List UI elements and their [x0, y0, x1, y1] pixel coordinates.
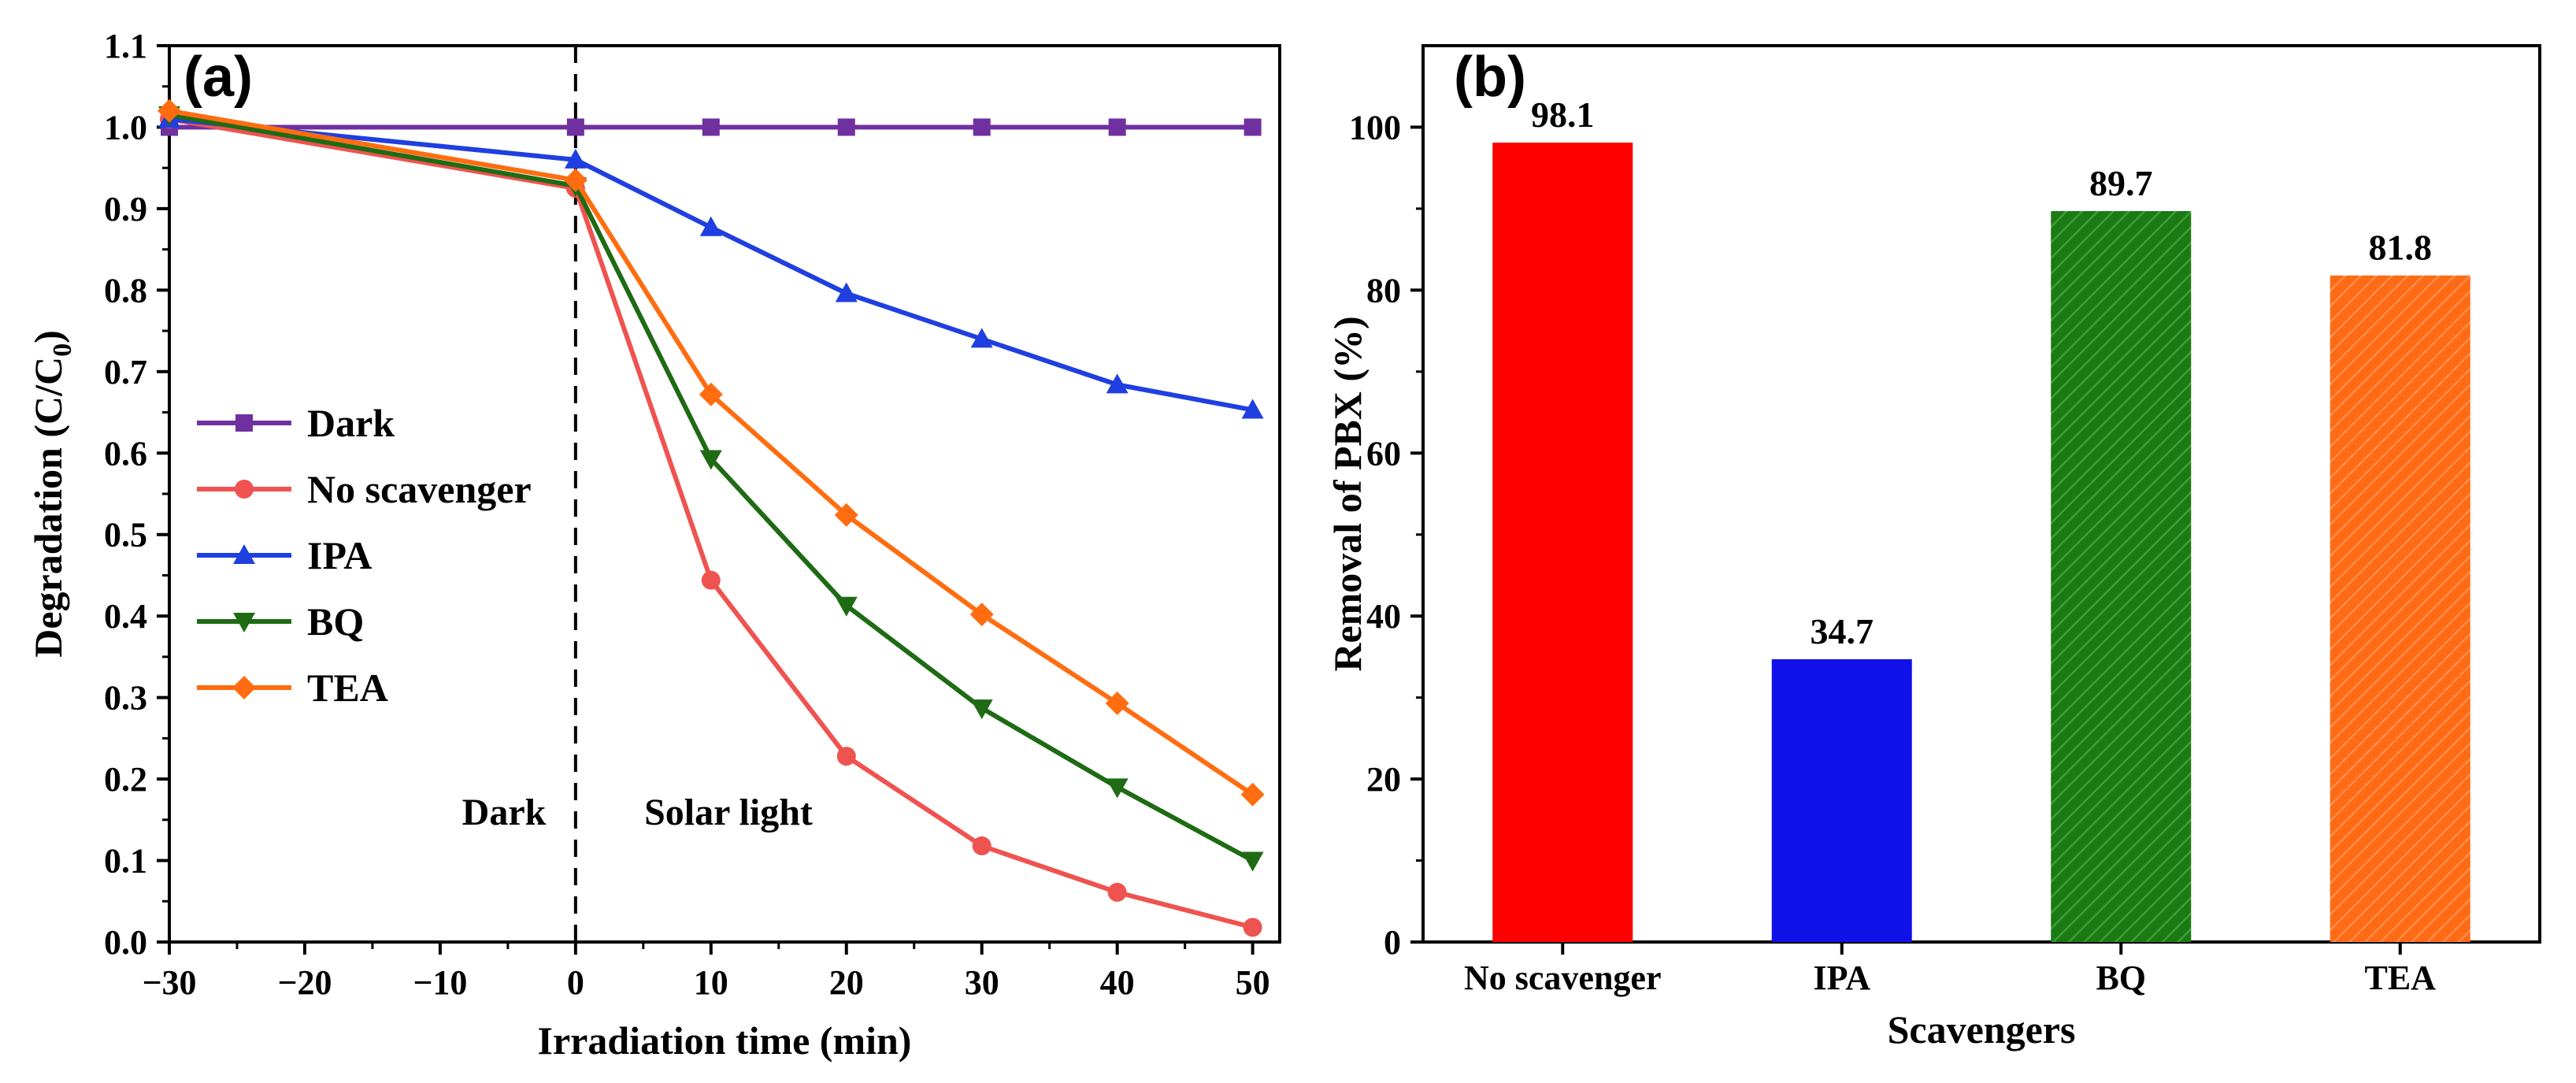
y-tick-label-b: 100 — [1349, 108, 1401, 147]
y-tick-label-b: 0 — [1384, 923, 1401, 962]
data-point-bq — [1106, 778, 1129, 799]
data-point-dark — [973, 118, 991, 136]
legend-label-ipa: IPA — [307, 533, 372, 577]
data-point-tea — [1240, 782, 1265, 807]
data-point-tea — [563, 168, 587, 192]
legend-label-no-scavenger: No scavenger — [307, 467, 532, 511]
y-tick-label-a: 1.0 — [104, 108, 147, 147]
legend-label-tea: TEA — [307, 666, 388, 710]
y-tick-label-b: 60 — [1366, 434, 1401, 473]
panel-a-line-chart: −30 −20 −10 0 10 20 30 40 50 0.0 0.1 0.2 0.3 0.4 0.5 0.… — [26, 27, 1281, 1063]
data-point-ipa — [1106, 373, 1129, 394]
region-label-dark: Dark — [462, 792, 547, 833]
y-tick-label-a: 1.1 — [104, 27, 147, 65]
series-line-ipa — [169, 117, 1254, 413]
data-point-tea — [699, 382, 723, 406]
x-tick-label-a: 30 — [965, 963, 999, 1002]
y-tick-label-b: 40 — [1366, 597, 1401, 636]
x-tick-label-a: 20 — [829, 963, 864, 1002]
y-tick-label-a: 0.8 — [104, 271, 147, 310]
plot-frame-b — [1421, 44, 2541, 944]
x-tick-label-no-scavenger: No scavenger — [1464, 959, 1662, 997]
data-point-dark — [1244, 118, 1262, 136]
data-point-ipa — [970, 328, 993, 348]
y-tick-label-a: 0.6 — [104, 434, 147, 473]
y-tick-label-a: 0.9 — [104, 190, 147, 228]
bar-value-label-no-scavenger: 98.1 — [1531, 95, 1595, 135]
y-axis-title-close: ) — [26, 330, 70, 343]
y-tick-label-a: 0.1 — [104, 842, 147, 881]
y-axis-title-main: Degradation (C/C — [26, 357, 70, 658]
y-tick-label-b: 20 — [1366, 760, 1401, 799]
data-point-dark — [702, 118, 720, 136]
x-tick-label-a: −20 — [277, 963, 332, 1002]
legend-marker-bq — [233, 613, 255, 632]
x-tick-label-tea: TEA — [2365, 959, 2437, 997]
y-tick-label-a: 0.4 — [104, 597, 147, 636]
y-tick-label-a: 0.2 — [104, 760, 147, 799]
x-tick-label-a: 50 — [1236, 963, 1270, 1002]
data-point-ipa — [564, 148, 587, 169]
legend-marker-no-scavenger — [235, 480, 254, 499]
bar-value-label-tea: 81.8 — [2369, 228, 2433, 268]
data-point-dark — [837, 118, 855, 136]
legend-marker-dark — [235, 414, 253, 432]
region-label-solar: Solar light — [644, 792, 813, 833]
legend-marker-tea — [232, 676, 256, 699]
data-point-no-scavenger — [1107, 882, 1127, 902]
x-tick-label-bq: BQ — [2096, 959, 2146, 997]
data-point-no-scavenger — [972, 836, 991, 855]
data-point-bq — [835, 596, 858, 617]
panel-b-bar-chart: 0 20 40 60 80 100 98.1 No scavenger 34.7 IPA 89.7 B… — [1325, 44, 2541, 1051]
bar-value-label-bq: 89.7 — [2089, 163, 2153, 203]
data-point-no-scavenger — [1243, 918, 1262, 937]
x-tick-label-a: −30 — [142, 963, 196, 1002]
y-tick-label-a: 0.5 — [104, 516, 147, 554]
data-point-bq — [970, 699, 993, 720]
data-point-ipa — [699, 216, 722, 236]
data-point-ipa — [835, 282, 858, 302]
data-point-no-scavenger — [836, 747, 856, 766]
data-point-no-scavenger — [701, 570, 721, 590]
y-axis-title-b: Removal of PBX (%) — [1325, 316, 1370, 671]
x-tick-label-a: 10 — [694, 963, 728, 1002]
x-axis-title-b: Scavengers — [1888, 1007, 2076, 1051]
data-point-dark — [566, 118, 584, 136]
legend-label-dark: Dark — [307, 401, 395, 445]
bar-tea — [2330, 275, 2470, 942]
data-point-dark — [1108, 118, 1126, 136]
y-axis-title-subscript: 0 — [48, 343, 77, 357]
legend-marker-ipa — [233, 544, 255, 564]
y-tick-label-a: 0.7 — [104, 353, 147, 391]
legend-label-bq: BQ — [307, 599, 364, 643]
data-point-tea — [969, 603, 994, 627]
y-tick-label-b: 80 — [1366, 271, 1401, 310]
panel-label-b: (b) — [1454, 46, 1526, 109]
x-tick-label-ipa: IPA — [1813, 959, 1870, 997]
x-tick-label-a: 40 — [1100, 963, 1135, 1002]
y-axis-title-a: Degradation (C/C0) — [26, 330, 77, 658]
data-point-tea — [834, 503, 858, 527]
bar-value-label-ipa: 34.7 — [1811, 611, 1874, 651]
x-tick-label-a: −10 — [413, 963, 467, 1002]
data-point-tea — [1105, 691, 1129, 715]
data-point-bq — [1241, 851, 1264, 872]
x-axis-title-a: Irradiation time (min) — [538, 1018, 912, 1063]
bar-no-scavenger — [1492, 143, 1633, 943]
bar-ipa — [1771, 659, 1912, 942]
data-point-bq — [699, 450, 722, 470]
y-tick-label-a: 0.0 — [104, 923, 147, 962]
y-tick-label-a: 0.3 — [104, 679, 147, 718]
data-point-ipa — [1241, 399, 1264, 419]
bar-bq — [2051, 211, 2192, 943]
x-tick-label-a: 0 — [567, 963, 584, 1002]
panel-label-a: (a) — [183, 46, 253, 109]
data-point-tea — [158, 98, 181, 123]
